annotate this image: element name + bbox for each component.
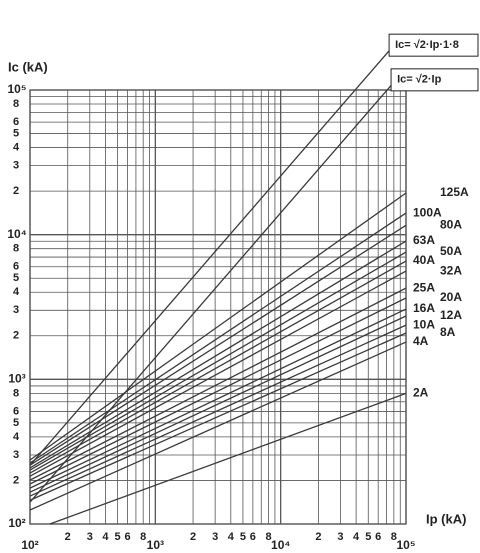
- x-tick-label: 5: [365, 531, 371, 543]
- x-tick-label: 5: [240, 531, 246, 543]
- series-line: [29, 212, 407, 464]
- series-line: [29, 324, 407, 497]
- legend-label: 12A: [440, 308, 462, 322]
- y-tick-label: 8: [13, 243, 19, 255]
- y-tick-label: 3: [13, 449, 19, 461]
- legend-label: 63A: [413, 233, 435, 247]
- x-tick-label: 2: [65, 531, 71, 543]
- x-tick-label: 8: [140, 531, 146, 543]
- y-axis-label: Ic (kA): [8, 59, 48, 74]
- series-line: [29, 315, 407, 493]
- legend-label: 16A: [413, 301, 435, 315]
- legend-label: Ic= √2·Ip: [397, 74, 442, 86]
- y-tick-label: 10²: [8, 516, 25, 530]
- series-line: [29, 260, 407, 474]
- y-tick-label: 5: [13, 417, 19, 429]
- y-tick-label: 10³: [8, 372, 25, 386]
- x-tick-label: 2: [315, 531, 321, 543]
- series-line: [29, 240, 407, 469]
- y-tick-label: 5: [13, 272, 19, 284]
- x-tick-label: 3: [212, 531, 218, 543]
- series-line: [29, 224, 407, 466]
- x-tick-label: 4: [353, 531, 360, 543]
- series-line: [29, 287, 407, 481]
- legend-label: 20A: [440, 290, 462, 304]
- x-tick-label: 8: [391, 531, 397, 543]
- legend-label: 32A: [440, 263, 462, 277]
- plot-frame: [29, 89, 407, 525]
- y-tick-label: 8: [13, 98, 19, 110]
- y-tick-label: 4: [13, 141, 20, 153]
- x-tick-label: 10⁴: [271, 538, 290, 552]
- x-tick-label: 6: [124, 531, 130, 543]
- x-tick-label: 2: [190, 531, 196, 543]
- series-line: [29, 45, 394, 466]
- y-tick-label: 10⁴: [7, 227, 26, 241]
- x-tick-label: 3: [337, 531, 343, 543]
- series-line: [29, 251, 407, 471]
- legend-label: 50A: [440, 244, 462, 258]
- y-tick-label: 6: [13, 261, 19, 273]
- series-line: [29, 270, 407, 477]
- legend-label: 10A: [413, 317, 435, 331]
- legend-label: 8A: [440, 325, 456, 339]
- y-tick-label: 8: [13, 387, 19, 399]
- series-line: [29, 341, 407, 511]
- legend-label: 2A: [413, 386, 429, 400]
- x-axis-label: Ip (kA): [426, 511, 466, 526]
- legend-label: 80A: [440, 218, 462, 232]
- legend-label: 125A: [440, 185, 469, 199]
- series-line: [29, 332, 407, 501]
- y-tick-label: 2: [13, 185, 19, 197]
- legend-label: 40A: [413, 253, 435, 267]
- x-tick-label: 10³: [147, 538, 164, 552]
- y-tick-label: 2: [13, 330, 19, 342]
- y-tick-label: 5: [13, 127, 19, 139]
- x-tick-label: 8: [265, 531, 271, 543]
- legend-label: 25A: [413, 280, 435, 294]
- y-tick-label: 6: [13, 116, 19, 128]
- legend-label: 100A: [413, 205, 442, 219]
- x-tick-label: 6: [250, 531, 256, 543]
- x-tick-label: 4: [102, 531, 109, 543]
- y-tick-label: 2: [13, 474, 19, 486]
- x-tick-label: 10²: [21, 538, 38, 552]
- series-line: [49, 392, 407, 525]
- x-tick-label: 4: [228, 531, 235, 543]
- y-tick-label: 10⁵: [8, 82, 27, 96]
- x-tick-label: 6: [375, 531, 381, 543]
- y-tick-label: 3: [13, 304, 19, 316]
- x-tick-label: 5: [115, 531, 121, 543]
- x-tick-label: 3: [87, 531, 93, 543]
- series-line: [29, 308, 407, 489]
- y-tick-label: 4: [13, 286, 20, 298]
- series-line: [29, 297, 407, 485]
- y-tick-label: 4: [13, 431, 20, 443]
- x-tick-label: 10⁵: [397, 538, 416, 552]
- legend-label: Ic= √2·Ip·1·8: [395, 39, 459, 51]
- series-line: [29, 192, 407, 461]
- y-tick-label: 3: [13, 160, 19, 172]
- legend-label: 4A: [413, 334, 429, 348]
- formula-box: [388, 33, 479, 57]
- formula-box: [390, 68, 479, 92]
- y-tick-label: 6: [13, 405, 19, 417]
